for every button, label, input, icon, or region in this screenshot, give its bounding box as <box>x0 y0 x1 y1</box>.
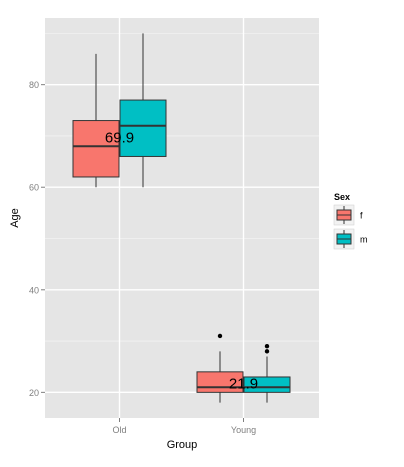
mean-annotation: 21.9 <box>229 376 258 393</box>
box-f-old <box>72 120 120 178</box>
plot-panel-background <box>45 18 319 418</box>
y-axis-title: Age <box>9 208 21 228</box>
y-tick-label: 60 <box>29 183 39 193</box>
outlier-point <box>217 333 223 339</box>
legend-title: Sex <box>334 192 350 202</box>
legend-label-f: f <box>360 211 363 221</box>
outlier-point <box>264 349 270 354</box>
y-tick-label: 40 <box>29 285 39 295</box>
plot-marks: 69.9 21.9 <box>72 33 291 403</box>
plot-panel <box>45 18 319 418</box>
mean-annotation: 69.9 <box>105 129 134 146</box>
x-tick-label: Young <box>231 425 256 435</box>
legend-label-m: m <box>360 235 368 245</box>
outlier-point <box>264 344 270 349</box>
y-tick-label: 80 <box>29 80 39 90</box>
x-tick-label: Old <box>112 425 126 435</box>
box-m-young <box>243 376 291 393</box>
y-tick-label: 20 <box>29 388 39 398</box>
axes: 20 40 60 80 Old Young Group Age <box>9 80 256 451</box>
box-m-old <box>119 99 167 157</box>
x-axis-title: Group <box>167 439 198 451</box>
